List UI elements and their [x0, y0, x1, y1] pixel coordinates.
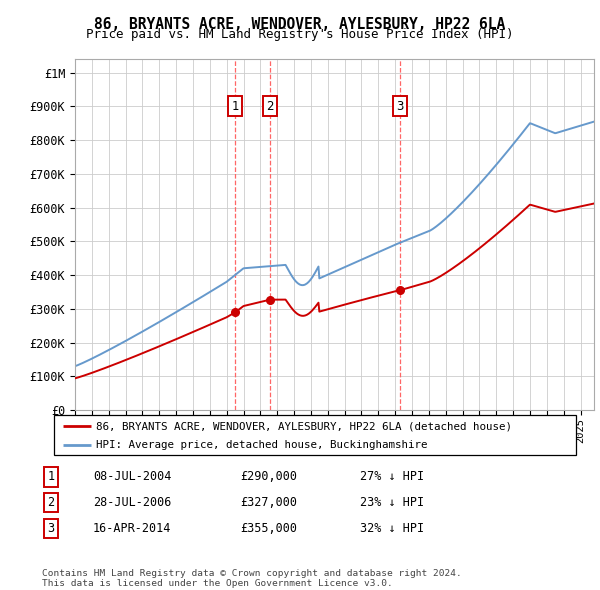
Text: £355,000: £355,000 — [240, 522, 297, 535]
Text: HPI: Average price, detached house, Buckinghamshire: HPI: Average price, detached house, Buck… — [96, 440, 427, 450]
Text: 23% ↓ HPI: 23% ↓ HPI — [360, 496, 424, 509]
Text: 1: 1 — [232, 100, 239, 113]
Text: £290,000: £290,000 — [240, 470, 297, 483]
Text: 32% ↓ HPI: 32% ↓ HPI — [360, 522, 424, 535]
Text: 08-JUL-2004: 08-JUL-2004 — [93, 470, 172, 483]
Text: 86, BRYANTS ACRE, WENDOVER, AYLESBURY, HP22 6LA (detached house): 86, BRYANTS ACRE, WENDOVER, AYLESBURY, H… — [96, 422, 512, 432]
Text: £327,000: £327,000 — [240, 496, 297, 509]
Text: 16-APR-2014: 16-APR-2014 — [93, 522, 172, 535]
Text: 1: 1 — [47, 470, 55, 483]
Text: Price paid vs. HM Land Registry's House Price Index (HPI): Price paid vs. HM Land Registry's House … — [86, 28, 514, 41]
Text: 2: 2 — [47, 496, 55, 509]
Text: 86, BRYANTS ACRE, WENDOVER, AYLESBURY, HP22 6LA: 86, BRYANTS ACRE, WENDOVER, AYLESBURY, H… — [94, 17, 506, 31]
Text: 2: 2 — [266, 100, 274, 113]
Text: 27% ↓ HPI: 27% ↓ HPI — [360, 470, 424, 483]
Text: Contains HM Land Registry data © Crown copyright and database right 2024.
This d: Contains HM Land Registry data © Crown c… — [42, 569, 462, 588]
Text: 28-JUL-2006: 28-JUL-2006 — [93, 496, 172, 509]
Text: 3: 3 — [397, 100, 404, 113]
Text: 3: 3 — [47, 522, 55, 535]
